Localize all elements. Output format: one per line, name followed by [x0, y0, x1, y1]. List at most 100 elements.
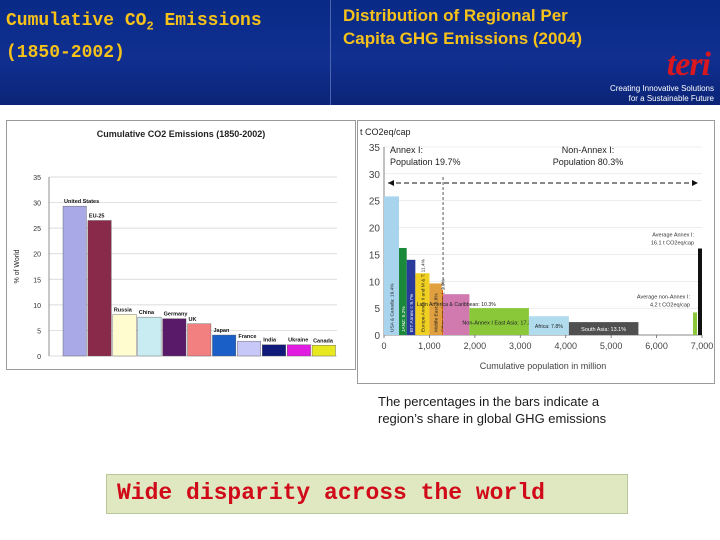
- caption-line-2: region’s share in global GHG emissions: [378, 411, 607, 426]
- x-tick-label: 2,000: [464, 341, 487, 351]
- region-bar: [384, 196, 399, 335]
- y-tick-label: 30: [369, 170, 381, 181]
- bar-label: Canada: [313, 338, 334, 344]
- bar-label: France: [238, 334, 256, 340]
- y-axis-label: % of World: [14, 249, 21, 283]
- chart-caption: The percentages in the bars indicate a r…: [378, 393, 678, 427]
- left-title-subscript: 2: [146, 19, 154, 34]
- region-bar: [441, 289, 444, 335]
- bar-label: India: [263, 338, 277, 344]
- annex-i-average-value: 16.1 t CO2eq/cap: [651, 241, 694, 247]
- non-annex-i-population: Population 80.3%: [553, 157, 624, 167]
- x-tick-label: 0: [381, 341, 386, 351]
- bar-china: [137, 316, 162, 357]
- right-title-line2: Capita GHG Emissions (2004): [343, 29, 583, 48]
- right-title-line1: Distribution of Regional Per: [343, 6, 568, 25]
- arrow-head-right: [692, 180, 698, 186]
- y-tick-label: 5: [37, 328, 41, 335]
- bar-france: [237, 340, 261, 357]
- per-capita-emissions-svg: t CO2eq/cap Cumulative population in mill…: [360, 127, 714, 371]
- bar-uk: [187, 323, 212, 357]
- y-tick-label: 5: [374, 304, 380, 315]
- y-tick-label: 25: [369, 197, 381, 208]
- annex-i-label: Annex I:: [390, 145, 423, 155]
- y-tick-label: 10: [369, 277, 381, 288]
- cumulative-emissions-svg: Cumulative CO2 Emissions (1850-2002) % of…: [14, 129, 337, 361]
- right-slide-title: Distribution of Regional Per Capita GHG …: [343, 4, 683, 50]
- caption-line-1: The percentages in the bars indicate a: [378, 394, 600, 409]
- x-tick-label: 4,000: [554, 341, 577, 351]
- annex-i-population: Population 19.7%: [390, 157, 461, 167]
- x-tick-label: 6,000: [645, 341, 668, 351]
- region-bar-label: Latin America & Caribbean: 10.3%: [417, 302, 497, 308]
- logo-tagline-1: Creating Innovative Solutions: [609, 84, 714, 93]
- region-bar-label: South Asia: 13.1%: [581, 327, 626, 333]
- region-bar-label: Middle East: 3.8%: [434, 293, 440, 332]
- y-tick-label: 20: [369, 224, 381, 235]
- bar-label: UK: [189, 317, 197, 323]
- bar-label: United States: [64, 199, 99, 205]
- y-tick-label: 30: [33, 201, 41, 208]
- teri-logo: teri Creating Innovative Solutions for a…: [600, 46, 718, 104]
- bar-label: Japan: [213, 328, 230, 334]
- arrow-head-left: [388, 180, 394, 186]
- region-bar-label: EIT Annex I: 9.7%: [409, 293, 415, 332]
- left-title-years: (1850-2002): [6, 42, 125, 63]
- chart-title: Cumulative CO2 Emissions (1850-2002): [97, 129, 266, 139]
- y-tick-label: 25: [33, 226, 41, 233]
- y-tick-label: 35: [369, 143, 381, 154]
- bar-united-states: [62, 205, 87, 357]
- y-tick-label: 0: [374, 331, 380, 342]
- region-bar: [429, 283, 442, 335]
- region-bar-label: JANZ: 5.2%: [401, 306, 407, 332]
- cumulative-emissions-chart: Cumulative CO2 Emissions (1850-2002) % of…: [6, 120, 356, 370]
- y-tick-label: 0: [37, 354, 41, 361]
- non-annex-i-average-label: Average non-Annex I:: [637, 294, 691, 300]
- y-tick-label: 10: [33, 303, 41, 310]
- bar-eu-25: [87, 220, 112, 357]
- region-bar: [528, 316, 569, 335]
- non-annex-i-average-marker: [693, 312, 697, 335]
- x-tick-label: 5,000: [600, 341, 623, 351]
- bar-label: Germany: [164, 312, 189, 318]
- left-title-suffix: Emissions: [153, 11, 262, 31]
- bar-label: China: [139, 310, 155, 316]
- header-divider: [330, 0, 331, 105]
- region-bar-label: Europe Annex II and M & T: 11.4%: [420, 258, 426, 332]
- non-annex-i-label: Non-Annex I:: [562, 145, 615, 155]
- bar-label: Ukraine: [288, 338, 308, 344]
- region-bar: [415, 273, 430, 335]
- title-header: Cumulative CO2 Emissions (1850-2002) Dis…: [0, 0, 720, 105]
- conclusion-banner: Wide disparity across the world: [106, 474, 628, 514]
- x-tick-label: 7,000: [691, 341, 714, 351]
- logo-mark: teri: [666, 46, 711, 83]
- left-title-text: Cumulative CO: [6, 11, 147, 31]
- region-bar-label: Non-Annex I East Asia: 17.3%: [462, 321, 536, 327]
- y-tick-label: 20: [33, 252, 41, 259]
- y-tick-label: 15: [369, 250, 381, 261]
- banner-text: Wide disparity across the world: [117, 480, 545, 506]
- bar-ukraine: [286, 344, 311, 357]
- region-bar: [568, 322, 639, 335]
- region-bar: [469, 308, 529, 335]
- bar-india: [262, 344, 286, 357]
- per-capita-emissions-chart: t CO2eq/cap Cumulative population in mill…: [357, 120, 715, 384]
- bar-label: EU-25: [89, 213, 105, 219]
- bar-russia: [112, 314, 137, 357]
- annex-i-average-label: Average Annex I:: [652, 233, 694, 239]
- region-bar: [398, 247, 407, 335]
- region-bar: [406, 259, 416, 335]
- y-tick-label: 35: [33, 175, 41, 182]
- left-slide-title: Cumulative CO2 Emissions (1850-2002): [6, 8, 316, 66]
- annex-i-average-marker: [698, 248, 702, 335]
- bar-japan: [212, 334, 237, 357]
- region-bar-label: Africa: 7.8%: [535, 324, 563, 330]
- region-bar-label: USA & Canada: 19.4%: [389, 283, 395, 332]
- bar-canada: [311, 345, 336, 357]
- x-tick-label: 3,000: [509, 341, 532, 351]
- region-bar: [443, 294, 470, 335]
- non-annex-i-average-value: 4.2 t CO2eq/cap: [650, 302, 690, 308]
- bar-germany: [162, 318, 187, 357]
- y-axis-label: t CO2eq/cap: [360, 127, 411, 137]
- y-tick-label: 15: [33, 277, 41, 284]
